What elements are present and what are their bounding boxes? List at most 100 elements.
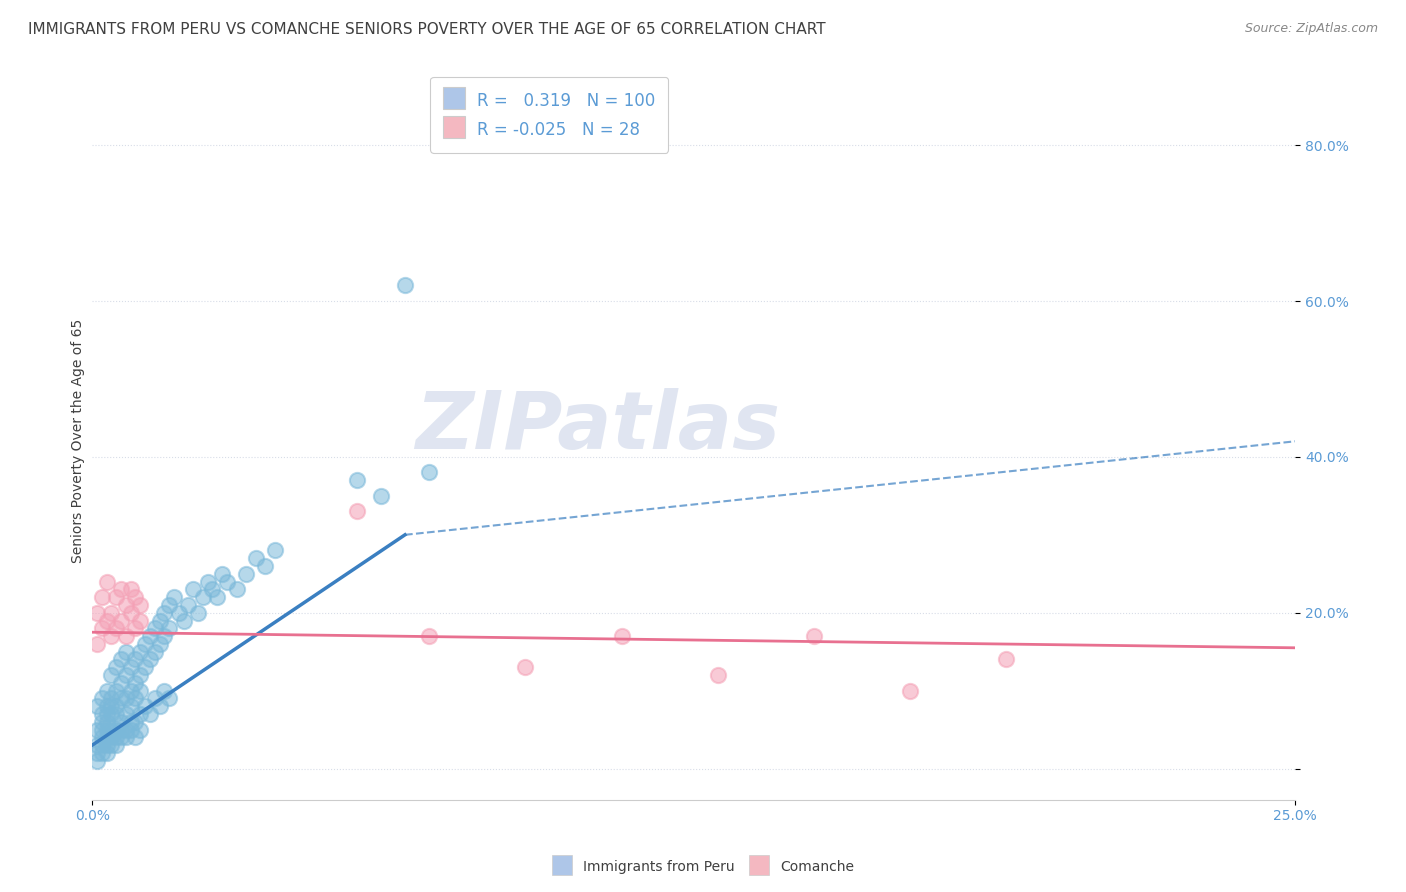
Point [995, 652, 1018, 666]
Point [115, 706, 138, 721]
Point [110, 731, 132, 745]
Point [153, 606, 176, 620]
Point [86, 738, 108, 752]
Text: IMMIGRANTS FROM PERU VS COMANCHE SENIORS POVERTY OVER THE AGE OF 65 CORRELATION : IMMIGRANTS FROM PERU VS COMANCHE SENIORS… [28, 22, 825, 37]
Point [346, 504, 368, 518]
Point [86, 754, 108, 768]
Point [110, 614, 132, 628]
Point [115, 731, 138, 745]
Point [100, 691, 122, 706]
Point [115, 668, 138, 682]
Point [124, 621, 146, 635]
Point [157, 691, 180, 706]
Point [134, 637, 156, 651]
Point [245, 551, 267, 566]
Point [110, 676, 132, 690]
Point [90, 738, 112, 752]
Point [96, 683, 118, 698]
Point [120, 699, 142, 714]
Point [139, 652, 162, 666]
Point [90, 621, 112, 635]
Point [173, 614, 195, 628]
Point [115, 691, 138, 706]
Point [96, 574, 118, 589]
Point [124, 590, 146, 604]
Point [134, 660, 156, 674]
Point [96, 614, 118, 628]
Point [264, 543, 287, 558]
Point [100, 629, 122, 643]
Point [129, 645, 152, 659]
Point [110, 582, 132, 597]
Point [90, 746, 112, 760]
Point [153, 629, 176, 643]
Point [105, 699, 128, 714]
Point [124, 676, 146, 690]
Point [124, 714, 146, 729]
Point [90, 590, 112, 604]
Point [201, 582, 224, 597]
Point [86, 606, 108, 620]
Point [148, 637, 170, 651]
Point [346, 473, 368, 487]
Text: Source: ZipAtlas.com: Source: ZipAtlas.com [1244, 22, 1378, 36]
Point [105, 660, 128, 674]
Point [129, 706, 152, 721]
Point [100, 723, 122, 737]
Point [90, 723, 112, 737]
Point [105, 738, 128, 752]
Text: ZIPatlas: ZIPatlas [415, 388, 780, 466]
Point [191, 590, 214, 604]
Point [90, 714, 112, 729]
Point [105, 621, 128, 635]
Point [105, 683, 128, 698]
Point [120, 714, 142, 729]
Point [129, 723, 152, 737]
Point [90, 731, 112, 745]
Point [143, 645, 166, 659]
Point [394, 278, 416, 293]
Point [100, 606, 122, 620]
Point [115, 598, 138, 612]
Point [100, 699, 122, 714]
Point [105, 706, 128, 721]
Point [110, 652, 132, 666]
Point [120, 582, 142, 597]
Point [105, 731, 128, 745]
Point [105, 723, 128, 737]
Point [254, 559, 277, 574]
Point [90, 706, 112, 721]
Point [515, 660, 537, 674]
Point [803, 629, 825, 643]
Point [157, 621, 180, 635]
Point [100, 668, 122, 682]
Point [96, 699, 118, 714]
Point [90, 691, 112, 706]
Point [124, 652, 146, 666]
Point [139, 629, 162, 643]
Legend: Immigrants from Peru, Comanche: Immigrants from Peru, Comanche [546, 853, 860, 880]
Point [120, 660, 142, 674]
Point [100, 738, 122, 752]
Point [167, 606, 190, 620]
Point [124, 731, 146, 745]
Point [86, 699, 108, 714]
Point [100, 731, 122, 745]
Point [100, 706, 122, 721]
Point [129, 614, 152, 628]
Point [110, 714, 132, 729]
Point [96, 731, 118, 745]
Point [139, 706, 162, 721]
Point [207, 590, 229, 604]
Point [110, 723, 132, 737]
Point [134, 699, 156, 714]
Point [143, 621, 166, 635]
Point [86, 746, 108, 760]
Point [96, 738, 118, 752]
Point [215, 574, 238, 589]
Point [96, 706, 118, 721]
Point [86, 723, 108, 737]
Point [129, 683, 152, 698]
Point [235, 566, 257, 581]
Point [225, 582, 247, 597]
